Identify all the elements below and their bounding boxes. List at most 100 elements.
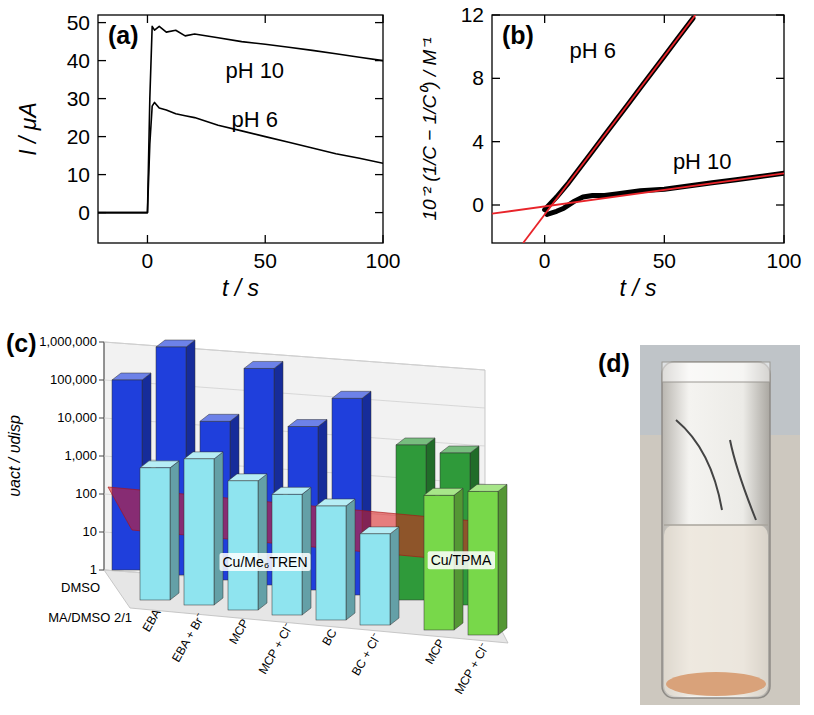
- y-tick-label: 30: [67, 87, 90, 110]
- series-line: [98, 102, 383, 212]
- y-tick: [492, 141, 500, 142]
- bar-front: [184, 459, 214, 605]
- y-tick: [492, 78, 500, 79]
- bar-side: [346, 499, 355, 620]
- y-tick: [375, 98, 383, 99]
- bar-top: [228, 474, 267, 481]
- y-tick: [375, 174, 383, 175]
- y-tick-label: 100,000: [50, 372, 97, 387]
- y-tick: [99, 570, 104, 571]
- bar-top: [200, 414, 239, 421]
- y-tick: [776, 14, 784, 15]
- y-tick-label: 12: [461, 3, 484, 26]
- vial-rim: [662, 362, 770, 382]
- x-tick: [664, 235, 665, 243]
- panel-letter: (d): [598, 349, 630, 377]
- meniscus: [664, 524, 768, 526]
- y-axis-title: υact / υdisp: [6, 415, 23, 497]
- y-tick: [99, 342, 104, 343]
- bar-top: [316, 499, 355, 506]
- y-tick: [776, 204, 784, 205]
- x-tick: [265, 15, 266, 23]
- bar-top: [396, 438, 435, 445]
- label-patch: [220, 553, 311, 571]
- y-tick: [375, 212, 383, 213]
- x-axis-title: t / s: [619, 275, 657, 301]
- y-tick: [99, 532, 104, 533]
- bar-side: [390, 527, 399, 625]
- bar-side: [498, 484, 507, 635]
- bar: [272, 487, 311, 615]
- y-tick-label: 40: [67, 49, 90, 72]
- series-line: [98, 26, 383, 212]
- bar-front: [140, 468, 170, 600]
- bar-top: [424, 488, 463, 495]
- bar: [228, 474, 267, 610]
- x-tick: [147, 15, 148, 23]
- label-patch: [428, 551, 495, 569]
- liquid: [664, 525, 768, 696]
- fit-line: [523, 15, 695, 243]
- y-tick: [99, 418, 104, 419]
- y-tick-label: 8: [472, 66, 484, 89]
- panel-2: 1101001,00010,000100,0001,000,000υact / …: [6, 329, 508, 697]
- y-tick: [98, 22, 106, 23]
- x-tick: [265, 235, 266, 243]
- bar-side: [214, 452, 223, 605]
- bar-front: [316, 506, 346, 620]
- bar-front: [112, 380, 142, 570]
- y-tick: [98, 136, 106, 137]
- y-tick-label: 100: [75, 486, 97, 501]
- x-tick: [783, 15, 784, 23]
- bar-top: [112, 373, 151, 380]
- bar-top: [288, 420, 327, 427]
- category-label: MCP + Cl⁻: [452, 642, 492, 697]
- y-tick-label: 10: [83, 524, 97, 539]
- y-tick: [98, 60, 106, 61]
- y-tick-label: 20: [67, 125, 90, 148]
- series-label: pH 6: [232, 107, 278, 132]
- y-tick: [492, 14, 500, 15]
- x-tick-label: 0: [142, 249, 154, 272]
- x-tick: [147, 235, 148, 243]
- row-label: DMSO: [61, 580, 100, 595]
- bar-top: [360, 527, 399, 534]
- fit-line: [492, 173, 784, 213]
- group-label: Cu/Me₆TREN: [223, 554, 308, 570]
- panel-0: 05010001020304050t / sI / μApH 10pH 6(a): [15, 11, 401, 301]
- y-axis-title: 10⁻² (1/C − 1/C⁰) / M⁻¹: [419, 37, 440, 220]
- y-tick-label: 1: [90, 562, 97, 577]
- x-tick: [544, 235, 545, 243]
- sediment: [666, 672, 766, 696]
- category-label: MCP: [226, 617, 251, 647]
- bar-side: [302, 487, 311, 615]
- bar-side: [258, 474, 267, 610]
- bar-top: [332, 391, 371, 398]
- x-tick-label: 100: [365, 249, 400, 272]
- photo-background: [640, 345, 800, 705]
- data-area: [492, 15, 784, 243]
- bar: [360, 527, 399, 625]
- x-tick: [783, 235, 784, 243]
- x-tick: [382, 15, 383, 23]
- vial: [662, 362, 770, 698]
- bar-front: [228, 481, 258, 610]
- series-label: pH 10: [673, 149, 732, 174]
- category-label: MCP + Cl⁻: [256, 622, 296, 677]
- bar-top: [140, 461, 179, 468]
- category-label: BC: [319, 626, 340, 648]
- plot-frame: [98, 15, 383, 243]
- bar: [140, 461, 179, 600]
- series-label: pH 10: [225, 58, 284, 83]
- bar-top: [156, 340, 195, 347]
- y-tick-label: 10: [67, 163, 90, 186]
- panel-letter: (a): [108, 21, 139, 49]
- y-axis-title: I / μA: [15, 102, 41, 156]
- bar: [316, 499, 355, 620]
- handwriting: [676, 420, 756, 520]
- bar-side: [170, 461, 179, 600]
- bar-front: [360, 534, 390, 625]
- series-label: pH 6: [569, 38, 615, 63]
- x-tick: [664, 15, 665, 23]
- panel-1: 05010004812t / s10⁻² (1/C − 1/C⁰) / M⁻¹p…: [419, 3, 802, 301]
